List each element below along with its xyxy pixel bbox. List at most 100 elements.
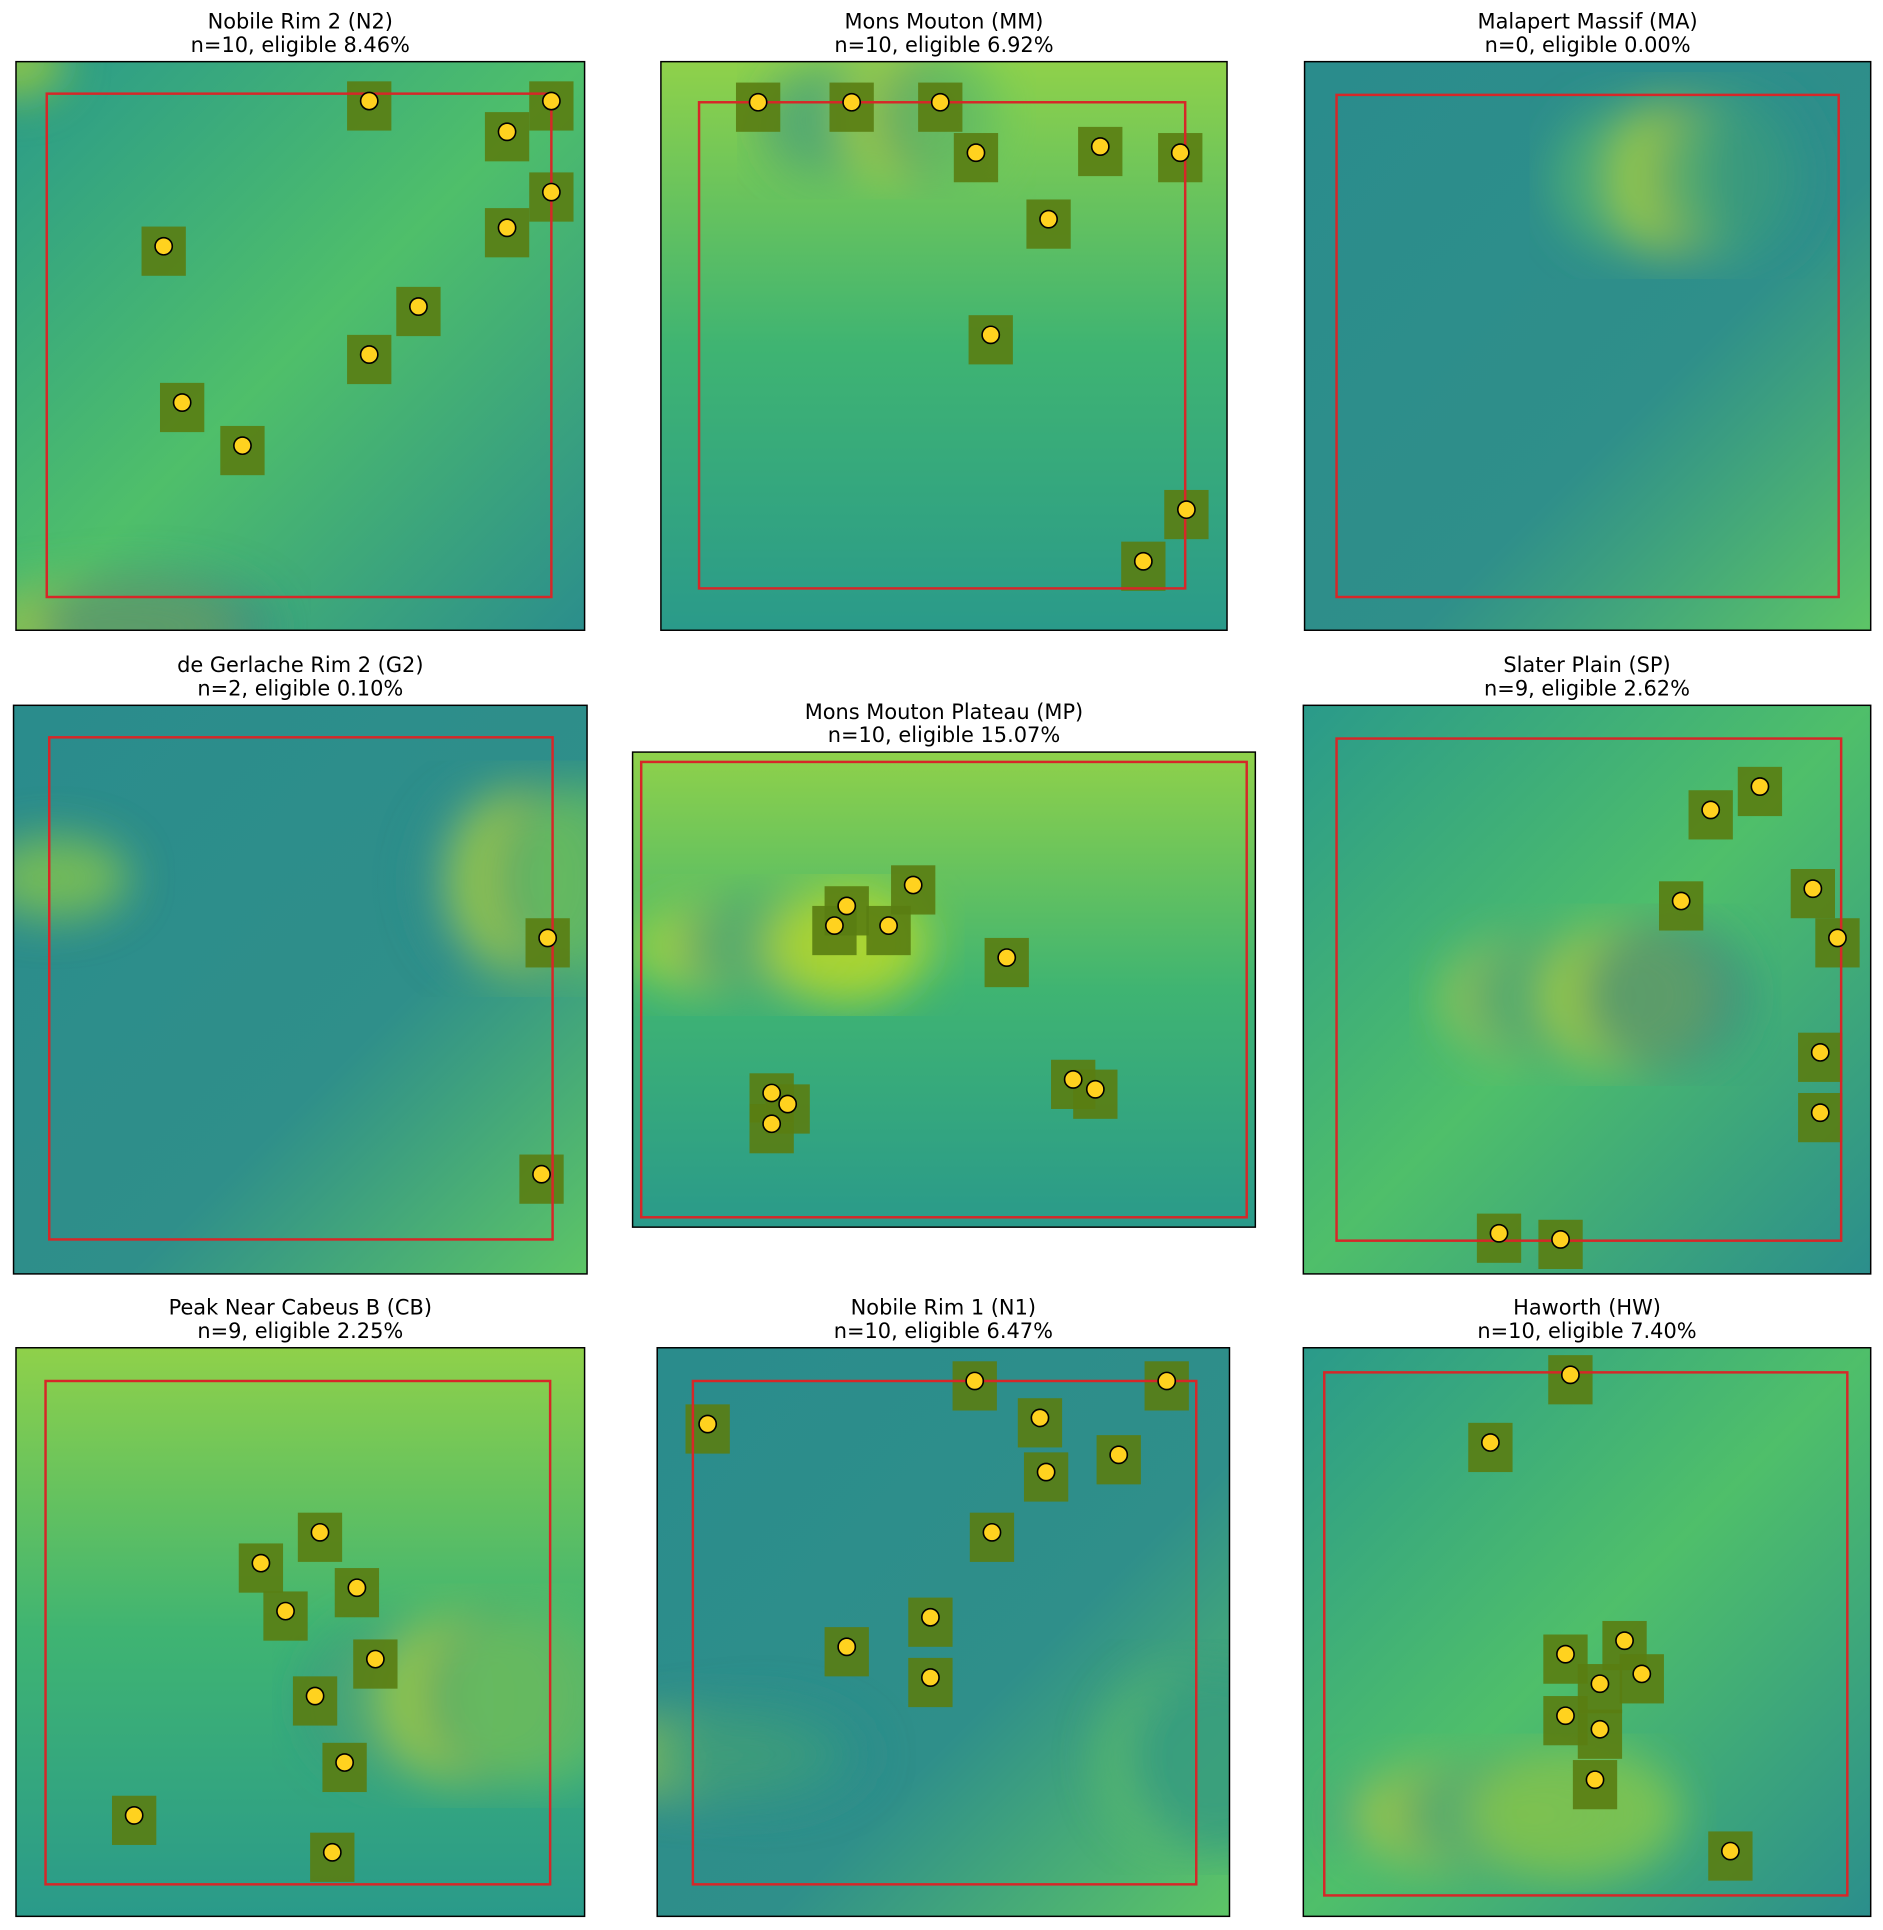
- site-marker: [1489, 1223, 1509, 1243]
- panel: Nobile Rim 1 (N1)n=10, eligible 6.47%: [656, 1296, 1231, 1918]
- site-marker: [842, 92, 862, 112]
- site-marker: [276, 1601, 295, 1621]
- site-marker: [251, 1553, 271, 1573]
- site-marker: [409, 297, 428, 316]
- site-marker: [778, 1094, 798, 1114]
- site-marker: [154, 236, 174, 256]
- site-marker: [541, 91, 561, 111]
- panel-title: Haworth (HW): [1513, 1296, 1661, 1320]
- terrain-blob: [13, 835, 129, 920]
- site-marker: [1803, 879, 1823, 899]
- site-marker: [1590, 1674, 1610, 1694]
- frame: [1303, 60, 1872, 631]
- site-marker: [966, 143, 986, 163]
- panel: de Gerlache Rim 2 (G2)n=2, eligible 0.10…: [12, 653, 588, 1275]
- site-marker: [1133, 551, 1153, 571]
- site-marker: [124, 1806, 144, 1825]
- terrain-blob: [1461, 1746, 1681, 1879]
- panel: Mons Mouton (MM)n=10, eligible 6.92%: [660, 9, 1228, 631]
- site-marker: [1585, 1770, 1605, 1790]
- terrain-blob: [1692, 89, 1820, 262]
- eligible-area: [735, 82, 1209, 591]
- site-marker: [762, 1114, 782, 1134]
- site-marker: [921, 1668, 940, 1688]
- panel-title: Slater Plain (SP): [1503, 653, 1670, 677]
- panel-subtitle: n=10, eligible 6.47%: [834, 1319, 1053, 1343]
- terrain-blob: [665, 1705, 870, 1804]
- frame: [631, 751, 1257, 1228]
- panel-title: de Gerlache Rim 2 (G2): [177, 653, 423, 677]
- panel-title: Malapert Massif (MA): [1478, 9, 1698, 33]
- site-marker: [903, 875, 923, 895]
- site-marker: [837, 1637, 857, 1657]
- site-marker: [1170, 143, 1190, 163]
- site-marker: [497, 218, 517, 238]
- site-marker: [538, 928, 558, 948]
- site-marker: [322, 1842, 342, 1862]
- terrain: [304, 1602, 585, 1789]
- boundary-box: [691, 1379, 1198, 1886]
- site-marker: [335, 1753, 355, 1772]
- site-marker: [1701, 800, 1721, 820]
- site-marker: [541, 182, 561, 202]
- site-marker: [1480, 1433, 1500, 1452]
- panel-subtitle: n=10, eligible 8.46%: [191, 33, 410, 57]
- panel: Mons Mouton Plateau (MP)n=10, eligible 1…: [631, 700, 1257, 1228]
- boundary-box: [1335, 93, 1840, 599]
- frame: [656, 1347, 1231, 1918]
- site-marker: [1063, 1070, 1083, 1089]
- panel: Peak Near Cabeus B (CB)n=9, eligible 2.2…: [15, 1296, 586, 1918]
- terrain: [1440, 918, 1751, 1071]
- site-marker: [762, 1083, 782, 1103]
- site-marker: [1109, 1445, 1129, 1465]
- panel-title: Nobile Rim 2 (N2): [208, 9, 393, 33]
- site-marker: [1750, 777, 1770, 796]
- site-marker: [1828, 928, 1847, 948]
- site-marker: [921, 1607, 940, 1627]
- site-marker: [347, 1578, 367, 1598]
- panel-subtitle: n=10, eligible 7.40%: [1477, 1319, 1696, 1343]
- boundary-box: [45, 92, 553, 599]
- terrain: [15, 61, 275, 631]
- site-marker: [1590, 1719, 1610, 1739]
- frame: [15, 60, 586, 631]
- panel-subtitle: n=2, eligible 0.10%: [197, 676, 403, 700]
- site-marker: [233, 436, 252, 456]
- site-marker: [172, 393, 192, 412]
- panel-title: Mons Mouton Plateau (MP): [805, 700, 1084, 724]
- panel: Nobile Rim 2 (N2)n=10, eligible 8.46%: [15, 9, 586, 631]
- terrain-blob: [1576, 918, 1751, 1071]
- site-marker: [1556, 1706, 1575, 1726]
- panel-subtitle: n=10, eligible 6.92%: [834, 33, 1053, 57]
- site-marker: [1157, 1371, 1177, 1391]
- frame: [1302, 704, 1872, 1275]
- site-marker: [1720, 1841, 1740, 1861]
- site-marker: [1671, 891, 1691, 911]
- terrain-blob: [441, 1602, 585, 1789]
- boundary-box: [44, 1379, 552, 1886]
- site-marker: [310, 1522, 330, 1542]
- site-marker: [1090, 137, 1110, 156]
- frame: [660, 60, 1228, 631]
- frame: [1302, 1347, 1872, 1918]
- site-marker: [1632, 1664, 1652, 1684]
- site-marker: [532, 1164, 551, 1184]
- site-marker: [1810, 1042, 1830, 1062]
- site-marker: [365, 1649, 385, 1669]
- site-marker: [837, 896, 857, 916]
- panel-title: Peak Near Cabeus B (CB): [169, 1296, 432, 1320]
- terrain-blob: [29, 575, 275, 631]
- panel-subtitle: n=0, eligible 0.00%: [1485, 33, 1691, 57]
- site-marker: [1176, 500, 1196, 520]
- site-marker: [965, 1371, 985, 1391]
- site-marker: [1810, 1103, 1830, 1123]
- site-marker: [359, 91, 379, 111]
- site-marker: [825, 916, 844, 936]
- site-marker: [1085, 1079, 1105, 1099]
- panel-subtitle: n=9, eligible 2.62%: [1484, 676, 1690, 700]
- panel-title: Nobile Rim 1 (N1): [851, 1296, 1036, 1320]
- site-marker: [1615, 1631, 1634, 1651]
- site-marker: [879, 916, 898, 936]
- site-marker: [1039, 209, 1058, 229]
